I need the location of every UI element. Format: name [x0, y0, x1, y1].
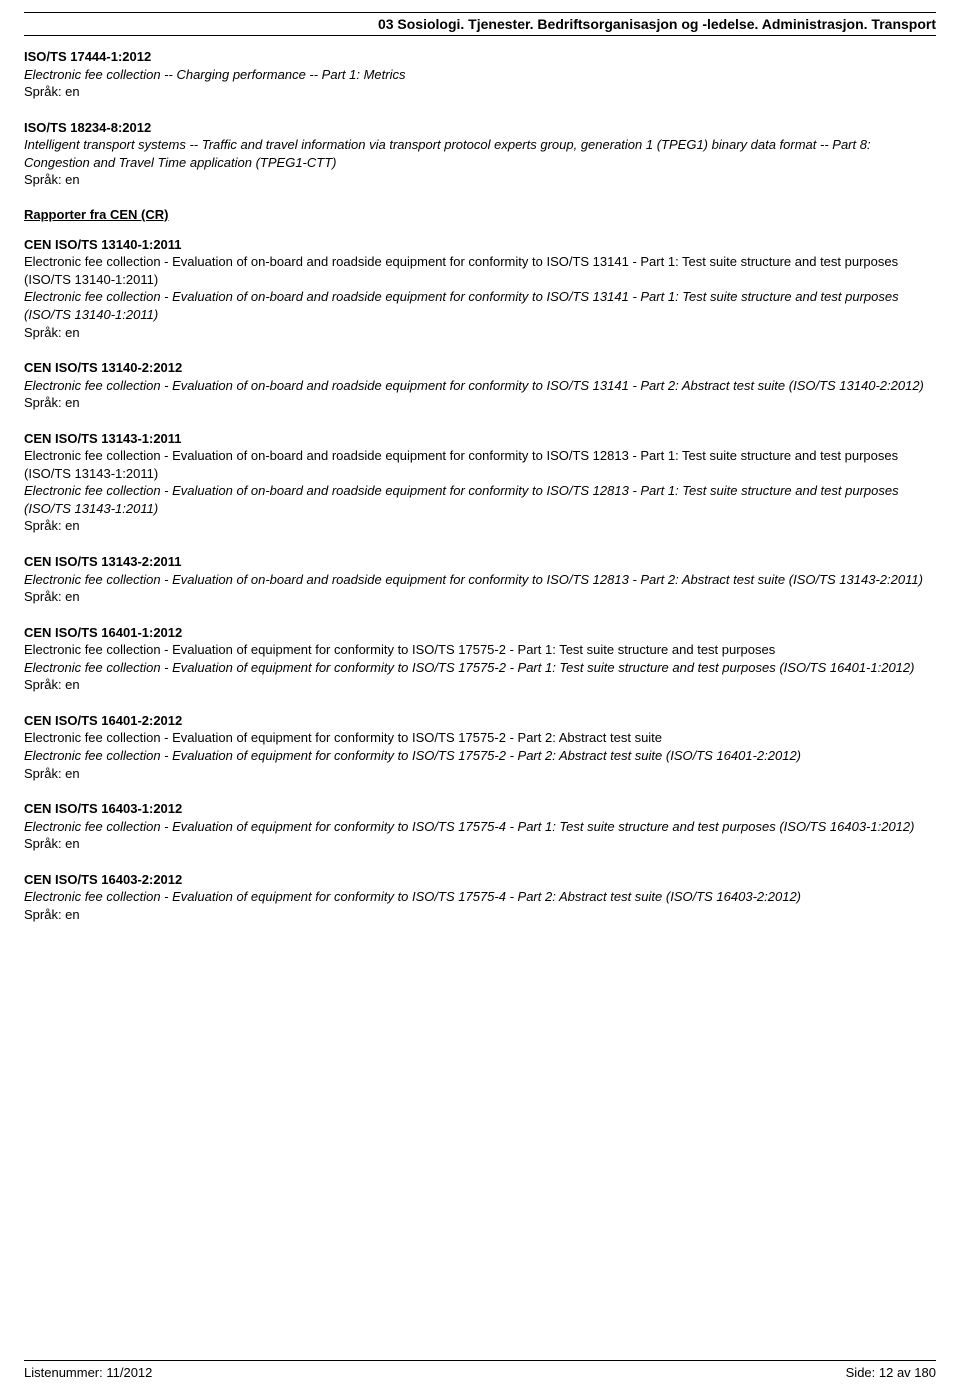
- standard-entry: CEN ISO/TS 16403-1:2012Electronic fee co…: [24, 800, 936, 853]
- standard-entry: ISO/TS 17444-1:2012Electronic fee collec…: [24, 48, 936, 101]
- standard-language: Språk: en: [24, 83, 936, 101]
- standard-title: Electronic fee collection - Evaluation o…: [24, 888, 936, 906]
- standard-title: Electronic fee collection -- Charging pe…: [24, 66, 936, 84]
- standard-code: CEN ISO/TS 13143-1:2011: [24, 430, 936, 448]
- standard-code: CEN ISO/TS 16403-1:2012: [24, 800, 936, 818]
- intro-entries: ISO/TS 17444-1:2012Electronic fee collec…: [24, 48, 936, 189]
- standard-title: Electronic fee collection - Evaluation o…: [24, 377, 936, 395]
- standard-title: Electronic fee collection - Evaluation o…: [24, 641, 936, 659]
- category-text: 03 Sosiologi. Tjenester. Bedriftsorganis…: [378, 16, 936, 32]
- standard-title: Electronic fee collection - Evaluation o…: [24, 482, 936, 517]
- standard-language: Språk: en: [24, 394, 936, 412]
- standard-code: CEN ISO/TS 16401-1:2012: [24, 624, 936, 642]
- page-header: 03 Sosiologi. Tjenester. Bedriftsorganis…: [24, 12, 936, 36]
- standard-code: CEN ISO/TS 13143-2:2011: [24, 553, 936, 571]
- standard-entry: CEN ISO/TS 13143-1:2011Electronic fee co…: [24, 430, 936, 535]
- standard-code: CEN ISO/TS 16403-2:2012: [24, 871, 936, 889]
- standard-code: ISO/TS 18234-8:2012: [24, 119, 936, 137]
- standard-language: Språk: en: [24, 324, 936, 342]
- standard-title: Electronic fee collection - Evaluation o…: [24, 288, 936, 323]
- standard-entry: CEN ISO/TS 13140-2:2012Electronic fee co…: [24, 359, 936, 412]
- standard-code: CEN ISO/TS 13140-2:2012: [24, 359, 936, 377]
- standard-title: Electronic fee collection - Evaluation o…: [24, 818, 936, 836]
- footer-left: Listenummer: 11/2012: [24, 1365, 152, 1380]
- standard-title: Electronic fee collection - Evaluation o…: [24, 571, 936, 589]
- standard-title: Intelligent transport systems -- Traffic…: [24, 136, 936, 171]
- standard-entry: CEN ISO/TS 13143-2:2011Electronic fee co…: [24, 553, 936, 606]
- standard-code: CEN ISO/TS 16401-2:2012: [24, 712, 936, 730]
- standard-title: Electronic fee collection - Evaluation o…: [24, 659, 936, 677]
- section-heading: Rapporter fra CEN (CR): [24, 207, 936, 222]
- standard-title: Electronic fee collection - Evaluation o…: [24, 729, 936, 747]
- standard-language: Språk: en: [24, 517, 936, 535]
- standard-language: Språk: en: [24, 676, 936, 694]
- standard-language: Språk: en: [24, 588, 936, 606]
- standard-title: Electronic fee collection - Evaluation o…: [24, 747, 936, 765]
- standard-title: Electronic fee collection - Evaluation o…: [24, 253, 936, 288]
- footer-right: Side: 12 av 180: [846, 1365, 936, 1380]
- standard-entry: CEN ISO/TS 16401-2:2012Electronic fee co…: [24, 712, 936, 782]
- standard-language: Språk: en: [24, 906, 936, 924]
- standard-code: ISO/TS 17444-1:2012: [24, 48, 936, 66]
- standard-language: Språk: en: [24, 835, 936, 853]
- standard-code: CEN ISO/TS 13140-1:2011: [24, 236, 936, 254]
- standard-entry: ISO/TS 18234-8:2012Intelligent transport…: [24, 119, 936, 189]
- standard-language: Språk: en: [24, 171, 936, 189]
- standard-language: Språk: en: [24, 765, 936, 783]
- entries-list: CEN ISO/TS 13140-1:2011Electronic fee co…: [24, 236, 936, 924]
- standard-title: Electronic fee collection - Evaluation o…: [24, 447, 936, 482]
- page-footer: Listenummer: 11/2012 Side: 12 av 180: [24, 1360, 936, 1380]
- standard-entry: CEN ISO/TS 16403-2:2012Electronic fee co…: [24, 871, 936, 924]
- standard-entry: CEN ISO/TS 13140-1:2011Electronic fee co…: [24, 236, 936, 341]
- standard-entry: CEN ISO/TS 16401-1:2012Electronic fee co…: [24, 624, 936, 694]
